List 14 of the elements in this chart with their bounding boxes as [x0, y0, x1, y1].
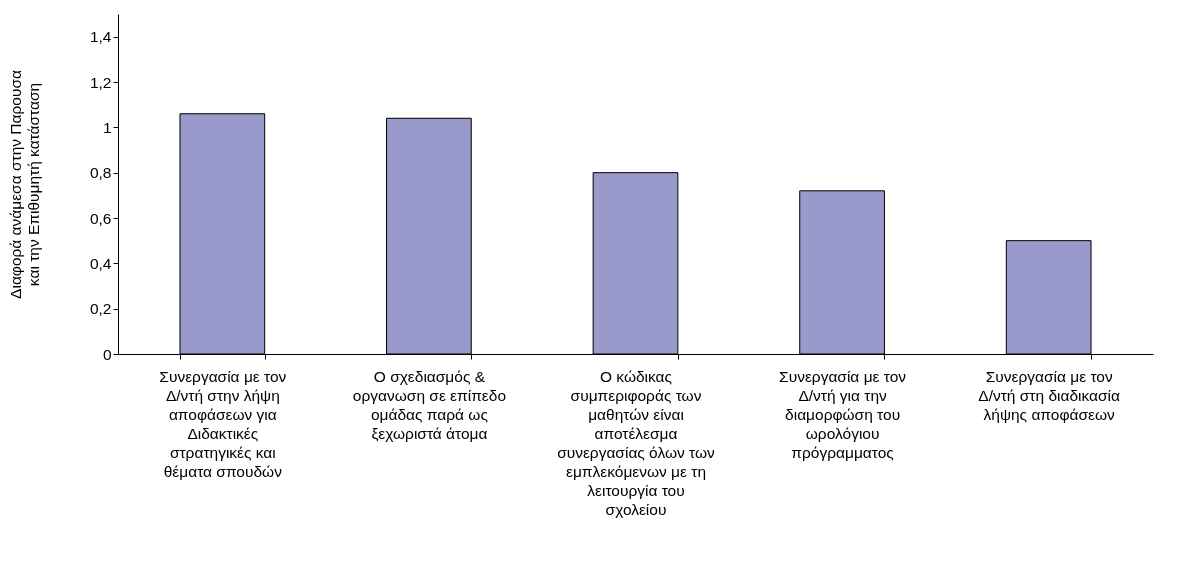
y-tick-label: 1: [102, 118, 112, 136]
y-tick-label: 0,4: [89, 254, 112, 272]
y-tick-label: 0,6: [89, 209, 112, 227]
y-tick-label: 0,2: [89, 300, 112, 318]
y-tick-label: 0,8: [89, 164, 112, 182]
y-tick-label: 1,4: [89, 28, 112, 46]
y-tick-label: 0: [102, 345, 112, 363]
x-tick-label: Συνεργασία με τον Δ/ντή στη διαδικασία λήψης αποφάσεων: [978, 367, 1121, 423]
y-axis-title: Διαφορά ανάμεσα στην Παρουσα και την Επιθυμητή κατάσταση: [7, 70, 42, 299]
x-tick-label: Ο κώδικας συμπεριφοράς των μαθητών είναι αποτέλεσμα συνεργασίας όλων των εμπλεκόμενων με τη λειτουργία του σχολείου: [557, 367, 716, 518]
y-tick-label: 1,2: [89, 73, 112, 91]
x-tick-label: Συνεργασία με τον Δ/ντή στην λήψη αποφάσεων για Διδακτικές στρατηγικές και θέματα σπουδών: [159, 367, 287, 480]
x-tick-label: Ο σχεδιασμός & οργανωση σε επίπεδο ομάδας παρά ως ξεχωριστά άτομα: [352, 367, 507, 442]
x-tick-label: Συνεργασία με τον Δ/ντή για την διαμορφώση του ωρολόγιου πρόγραμματος: [779, 367, 907, 461]
